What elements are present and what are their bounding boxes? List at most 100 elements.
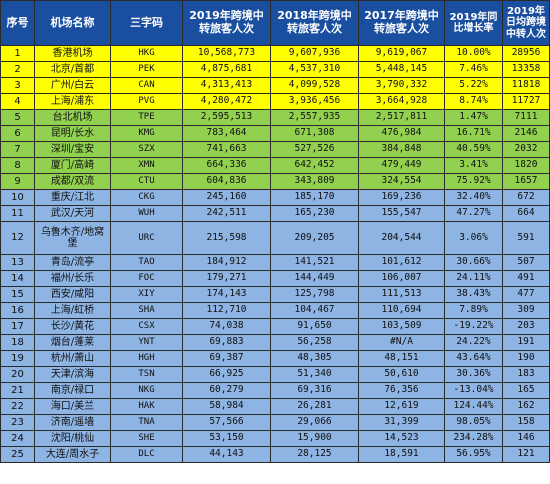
passengers-2017-cell: 18,591	[358, 446, 445, 463]
passengers-2019-cell: 242,511	[182, 205, 271, 222]
table-row: 17 长沙/黄花 CSX 74,038 91,650 103,509 -19.22% 203	[0, 318, 550, 335]
passengers-2019-cell: 53,150	[182, 430, 271, 447]
passengers-2019-cell: 783,464	[182, 125, 271, 142]
table-row: 20 天津/滨海 TSN 66,925 51,340 50,610 30.36% 183	[0, 366, 550, 383]
header-row: 序号 机场名称 三字码 2019年跨境中转旅客人次 2018年跨境中转旅客人次 …	[0, 0, 550, 46]
passengers-2019-cell: 604,836	[182, 173, 271, 190]
airport-name-cell: 海口/美兰	[34, 398, 111, 415]
passengers-2017-cell: 2,517,811	[358, 109, 445, 126]
airport-name-cell: 上海/虹桥	[34, 302, 111, 319]
passengers-2017-cell: 5,448,145	[358, 61, 445, 78]
daily-average-cell: 165	[502, 382, 550, 399]
airport-name-cell: 北京/首都	[34, 61, 111, 78]
passengers-2019-cell: 4,280,472	[182, 93, 271, 110]
passengers-2017-cell: 48,151	[358, 350, 445, 367]
seq-cell: 24	[0, 430, 35, 447]
table-row: 15 西安/咸阳 XIY 174,143 125,798 111,513 38.43% 477	[0, 286, 550, 303]
yoy-growth-cell: 1.47%	[444, 109, 503, 126]
iata-code-cell: KMG	[110, 125, 183, 142]
table-row: 5 台北机场 TPE 2,595,513 2,557,935 2,517,811 1.47%…	[0, 109, 550, 126]
passengers-2019-cell: 184,912	[182, 254, 271, 271]
passengers-2017-cell: 76,356	[358, 382, 445, 399]
passengers-2017-cell: 14,523	[358, 430, 445, 447]
passengers-2018-cell: 56,258	[270, 334, 359, 351]
passengers-2017-cell: 50,610	[358, 366, 445, 383]
header-yoy-growth: 2019年同比增长率	[444, 0, 503, 46]
yoy-growth-cell: 30.36%	[444, 366, 503, 383]
passengers-2017-cell: 169,236	[358, 189, 445, 206]
airport-name-cell: 青岛/流亭	[34, 254, 111, 271]
airport-name-cell: 香港机场	[34, 45, 111, 62]
yoy-growth-cell: 234.28%	[444, 430, 503, 447]
airport-name-cell: 武汉/天河	[34, 205, 111, 222]
passengers-2017-cell: 476,984	[358, 125, 445, 142]
airport-name-cell: 济南/遥墙	[34, 414, 111, 431]
seq-cell: 22	[0, 398, 35, 415]
passengers-2019-cell: 69,387	[182, 350, 271, 367]
airport-name-cell: 烟台/蓬莱	[34, 334, 111, 351]
table-row: 9 成都/双流 CTU 604,836 343,809 324,554 75.92% 1657	[0, 173, 550, 190]
passengers-2017-cell: 479,449	[358, 157, 445, 174]
iata-code-cell: YNT	[110, 334, 183, 351]
daily-average-cell: 146	[502, 430, 550, 447]
daily-average-cell: 2146	[502, 125, 550, 142]
daily-average-cell: 309	[502, 302, 550, 319]
passengers-2017-cell: 111,513	[358, 286, 445, 303]
daily-average-cell: 121	[502, 446, 550, 463]
seq-cell: 16	[0, 302, 35, 319]
seq-cell: 23	[0, 414, 35, 431]
seq-cell: 5	[0, 109, 35, 126]
yoy-growth-cell: 5.22%	[444, 77, 503, 94]
table-row: 10 重庆/江北 CKG 245,160 185,170 169,236 32.40% 672	[0, 189, 550, 206]
iata-code-cell: HGH	[110, 350, 183, 367]
passengers-2018-cell: 671,308	[270, 125, 359, 142]
airport-name-cell: 上海/浦东	[34, 93, 111, 110]
passengers-2018-cell: 9,607,936	[270, 45, 359, 62]
seq-cell: 19	[0, 350, 35, 367]
iata-code-cell: TPE	[110, 109, 183, 126]
airport-name-cell: 厦门/高崎	[34, 157, 111, 174]
seq-cell: 17	[0, 318, 35, 335]
passengers-2019-cell: 245,160	[182, 189, 271, 206]
iata-code-cell: FOC	[110, 270, 183, 287]
passengers-2018-cell: 91,650	[270, 318, 359, 335]
iata-code-cell: TSN	[110, 366, 183, 383]
passengers-2019-cell: 57,566	[182, 414, 271, 431]
iata-code-cell: TAO	[110, 254, 183, 271]
daily-average-cell: 162	[502, 398, 550, 415]
seq-cell: 8	[0, 157, 35, 174]
table-header: 序号 机场名称 三字码 2019年跨境中转旅客人次 2018年跨境中转旅客人次 …	[0, 0, 550, 46]
header-airport-name: 机场名称	[34, 0, 111, 46]
table-row: 25 大连/周水子 DLC 44,143 28,125 18,591 56.95% 121	[0, 446, 550, 463]
yoy-growth-cell: 8.74%	[444, 93, 503, 110]
daily-average-cell: 491	[502, 270, 550, 287]
seq-cell: 25	[0, 446, 35, 463]
yoy-growth-cell: 98.05%	[444, 414, 503, 431]
table-row: 16 上海/虹桥 SHA 112,710 104,467 110,694 7.89% 309	[0, 302, 550, 319]
header-daily-average: 2019年日均跨境中转人次	[502, 0, 550, 46]
iata-code-cell: SHA	[110, 302, 183, 319]
iata-code-cell: CTU	[110, 173, 183, 190]
table-row: 24 沈阳/桃仙 SHE 53,150 15,900 14,523 234.28% 146	[0, 430, 550, 447]
passengers-2019-cell: 66,925	[182, 366, 271, 383]
yoy-growth-cell: 43.64%	[444, 350, 503, 367]
yoy-growth-cell: 124.44%	[444, 398, 503, 415]
passengers-2019-cell: 179,271	[182, 270, 271, 287]
yoy-growth-cell: 40.59%	[444, 141, 503, 158]
passengers-2018-cell: 141,521	[270, 254, 359, 271]
iata-code-cell: CKG	[110, 189, 183, 206]
yoy-growth-cell: 30.66%	[444, 254, 503, 271]
yoy-growth-cell: 3.41%	[444, 157, 503, 174]
passengers-2018-cell: 3,936,456	[270, 93, 359, 110]
table-row: 2 北京/首都 PEK 4,875,681 4,537,310 5,448,145 7.46…	[0, 61, 550, 78]
passengers-2019-cell: 74,038	[182, 318, 271, 335]
yoy-growth-cell: 47.27%	[444, 205, 503, 222]
passengers-2018-cell: 48,305	[270, 350, 359, 367]
daily-average-cell: 191	[502, 334, 550, 351]
passengers-2018-cell: 209,205	[270, 221, 359, 255]
passengers-2018-cell: 15,900	[270, 430, 359, 447]
passengers-2018-cell: 185,170	[270, 189, 359, 206]
yoy-growth-cell: -13.04%	[444, 382, 503, 399]
yoy-growth-cell: 24.11%	[444, 270, 503, 287]
airport-name-cell: 长沙/黄花	[34, 318, 111, 335]
